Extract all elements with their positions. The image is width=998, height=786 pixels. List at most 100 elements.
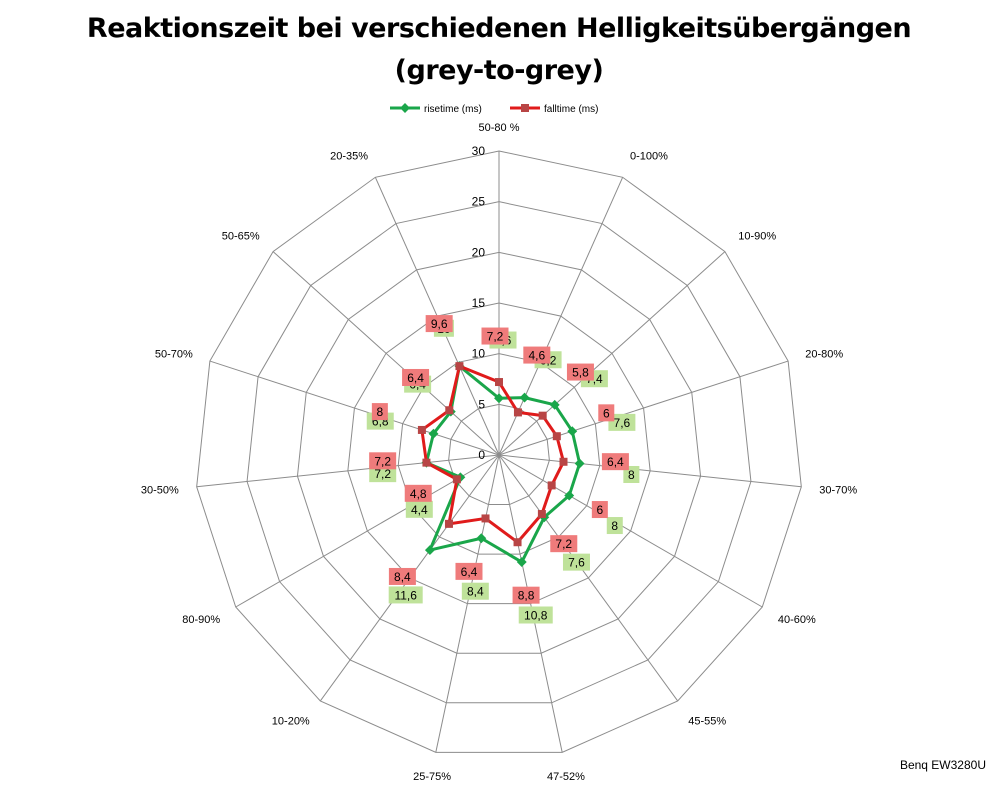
chart-title-line1: Reaktionszeit bei verschiedenen Helligke… [86, 13, 912, 44]
grid-ring [347, 302, 651, 605]
falltime-point [422, 458, 431, 467]
falltime-data-label: 8,8 [518, 589, 535, 603]
falltime-data-label-bg [369, 452, 397, 470]
category-label: 50-65% [222, 231, 260, 243]
category-label: 10-90% [738, 231, 776, 243]
series-line-falltime [420, 364, 565, 544]
risetime-data-label-bg [608, 413, 636, 431]
falltime-point [513, 408, 522, 417]
risetime-data-label: 7,6 [568, 556, 585, 570]
monitor-model-label: Benq EW3280U [899, 758, 986, 772]
falltime-point [481, 514, 490, 523]
falltime-point [417, 425, 426, 434]
grid-spoke [209, 360, 500, 456]
legend-label: falltime (ms) [544, 104, 598, 115]
falltime-point [537, 510, 546, 519]
risetime-data-label: 10,8 [524, 608, 548, 622]
category-label: 45-55% [688, 715, 726, 727]
grid-spoke [498, 454, 763, 608]
radar-grid [196, 150, 802, 753]
falltime-data-label: 7,2 [487, 330, 504, 344]
grid-spoke [498, 251, 726, 456]
risetime-data-label-bg [388, 586, 423, 604]
falltime-data-label: 8 [377, 405, 384, 419]
falltime-point [547, 481, 556, 490]
category-label: 80-90% [182, 614, 220, 626]
radial-tick-label: 5 [478, 397, 485, 411]
falltime-point [445, 406, 454, 415]
risetime-point [567, 426, 578, 437]
falltime-data-label-bg [566, 363, 594, 381]
risetime-data-label: 11,6 [394, 588, 417, 602]
risetime-data-label-bg [518, 606, 553, 624]
radial-tick-label: 10 [472, 347, 486, 361]
legend-label: risetime (ms) [424, 104, 482, 115]
falltime-data-label: 7,2 [374, 454, 391, 468]
falltime-data-label-bg [523, 346, 551, 364]
chart-title: Reaktionszeit bei verschiedenen Helligke… [0, 8, 998, 92]
falltime-data-label: 4,8 [410, 487, 427, 501]
radial-tick-labels: 0 5 10 15 20 25 30 [472, 144, 486, 462]
risetime-data-label: 7,2 [374, 467, 391, 481]
falltime-data-label: 6,4 [607, 455, 624, 469]
risetime-data-label-bg [369, 465, 397, 483]
category-label: 40-60% [778, 614, 816, 626]
category-label: 50-70% [155, 349, 193, 361]
falltime-data-label-bg [455, 562, 483, 580]
falltime-data-label: 6 [603, 406, 610, 420]
risetime-data-label: 8 [611, 519, 618, 533]
risetime-point [516, 557, 527, 567]
radial-tick-label: 0 [478, 448, 485, 462]
risetime-point [476, 533, 487, 544]
falltime-data-label-bg [388, 567, 416, 585]
radial-tick-label: 15 [472, 296, 486, 310]
falltime-data-label-bg [550, 535, 578, 553]
falltime-data-label: 4,6 [528, 349, 545, 363]
category-label: 30-70% [819, 484, 857, 496]
falltime-point [552, 432, 561, 441]
falltime-point [455, 362, 464, 371]
risetime-data-label-bg [405, 500, 433, 518]
legend-falltime-marker [521, 104, 529, 112]
falltime-point [495, 378, 503, 387]
falltime-data-label-bg [425, 315, 453, 333]
grid-spoke [196, 454, 500, 488]
risetime-point [428, 428, 439, 439]
falltime-point [538, 411, 547, 420]
falltime-data-label-bg [591, 501, 608, 519]
grid-spoke [498, 360, 789, 456]
grid-spoke [498, 454, 563, 753]
falltime-point [513, 538, 522, 547]
legend-risetime-marker [400, 103, 410, 113]
grid-spoke [498, 454, 802, 488]
risetime-data-label-bg [461, 582, 489, 600]
radial-tick-label: 25 [472, 195, 486, 209]
falltime-data-label-bg [402, 368, 430, 386]
falltime-data-label: 6,4 [461, 565, 478, 579]
grid-spoke [498, 454, 679, 702]
grid-spoke [272, 251, 500, 456]
grid-spoke [435, 454, 500, 753]
grid-ring [397, 353, 601, 555]
falltime-data-label-bg [598, 404, 615, 422]
falltime-data-label-bg [371, 403, 388, 421]
legend: risetime (ms) falltime (ms) [390, 103, 598, 115]
category-label: 0-100% [630, 150, 668, 162]
category-label: 20-80% [805, 349, 843, 361]
risetime-data-label: 8,4 [467, 585, 484, 599]
risetime-data-label-bg [606, 517, 623, 535]
data-series [417, 361, 585, 567]
falltime-point [444, 519, 453, 528]
risetime-point [549, 399, 560, 410]
risetime-data-label: 7,6 [614, 416, 631, 430]
risetime-data-label-bg [623, 465, 640, 483]
category-label: 10-20% [272, 715, 310, 727]
risetime-data-label-bg [562, 553, 590, 571]
falltime-data-label-bg [512, 586, 540, 604]
falltime-data-label-bg [601, 453, 629, 471]
category-label: 47-52% [547, 771, 585, 783]
category-labels: 50-80 % 0-100% 10-90% 20-80% 30-70% 40-60% 45-… [141, 122, 858, 783]
falltime-data-label-bg [481, 327, 509, 345]
falltime-data-label: 7,2 [555, 537, 572, 551]
